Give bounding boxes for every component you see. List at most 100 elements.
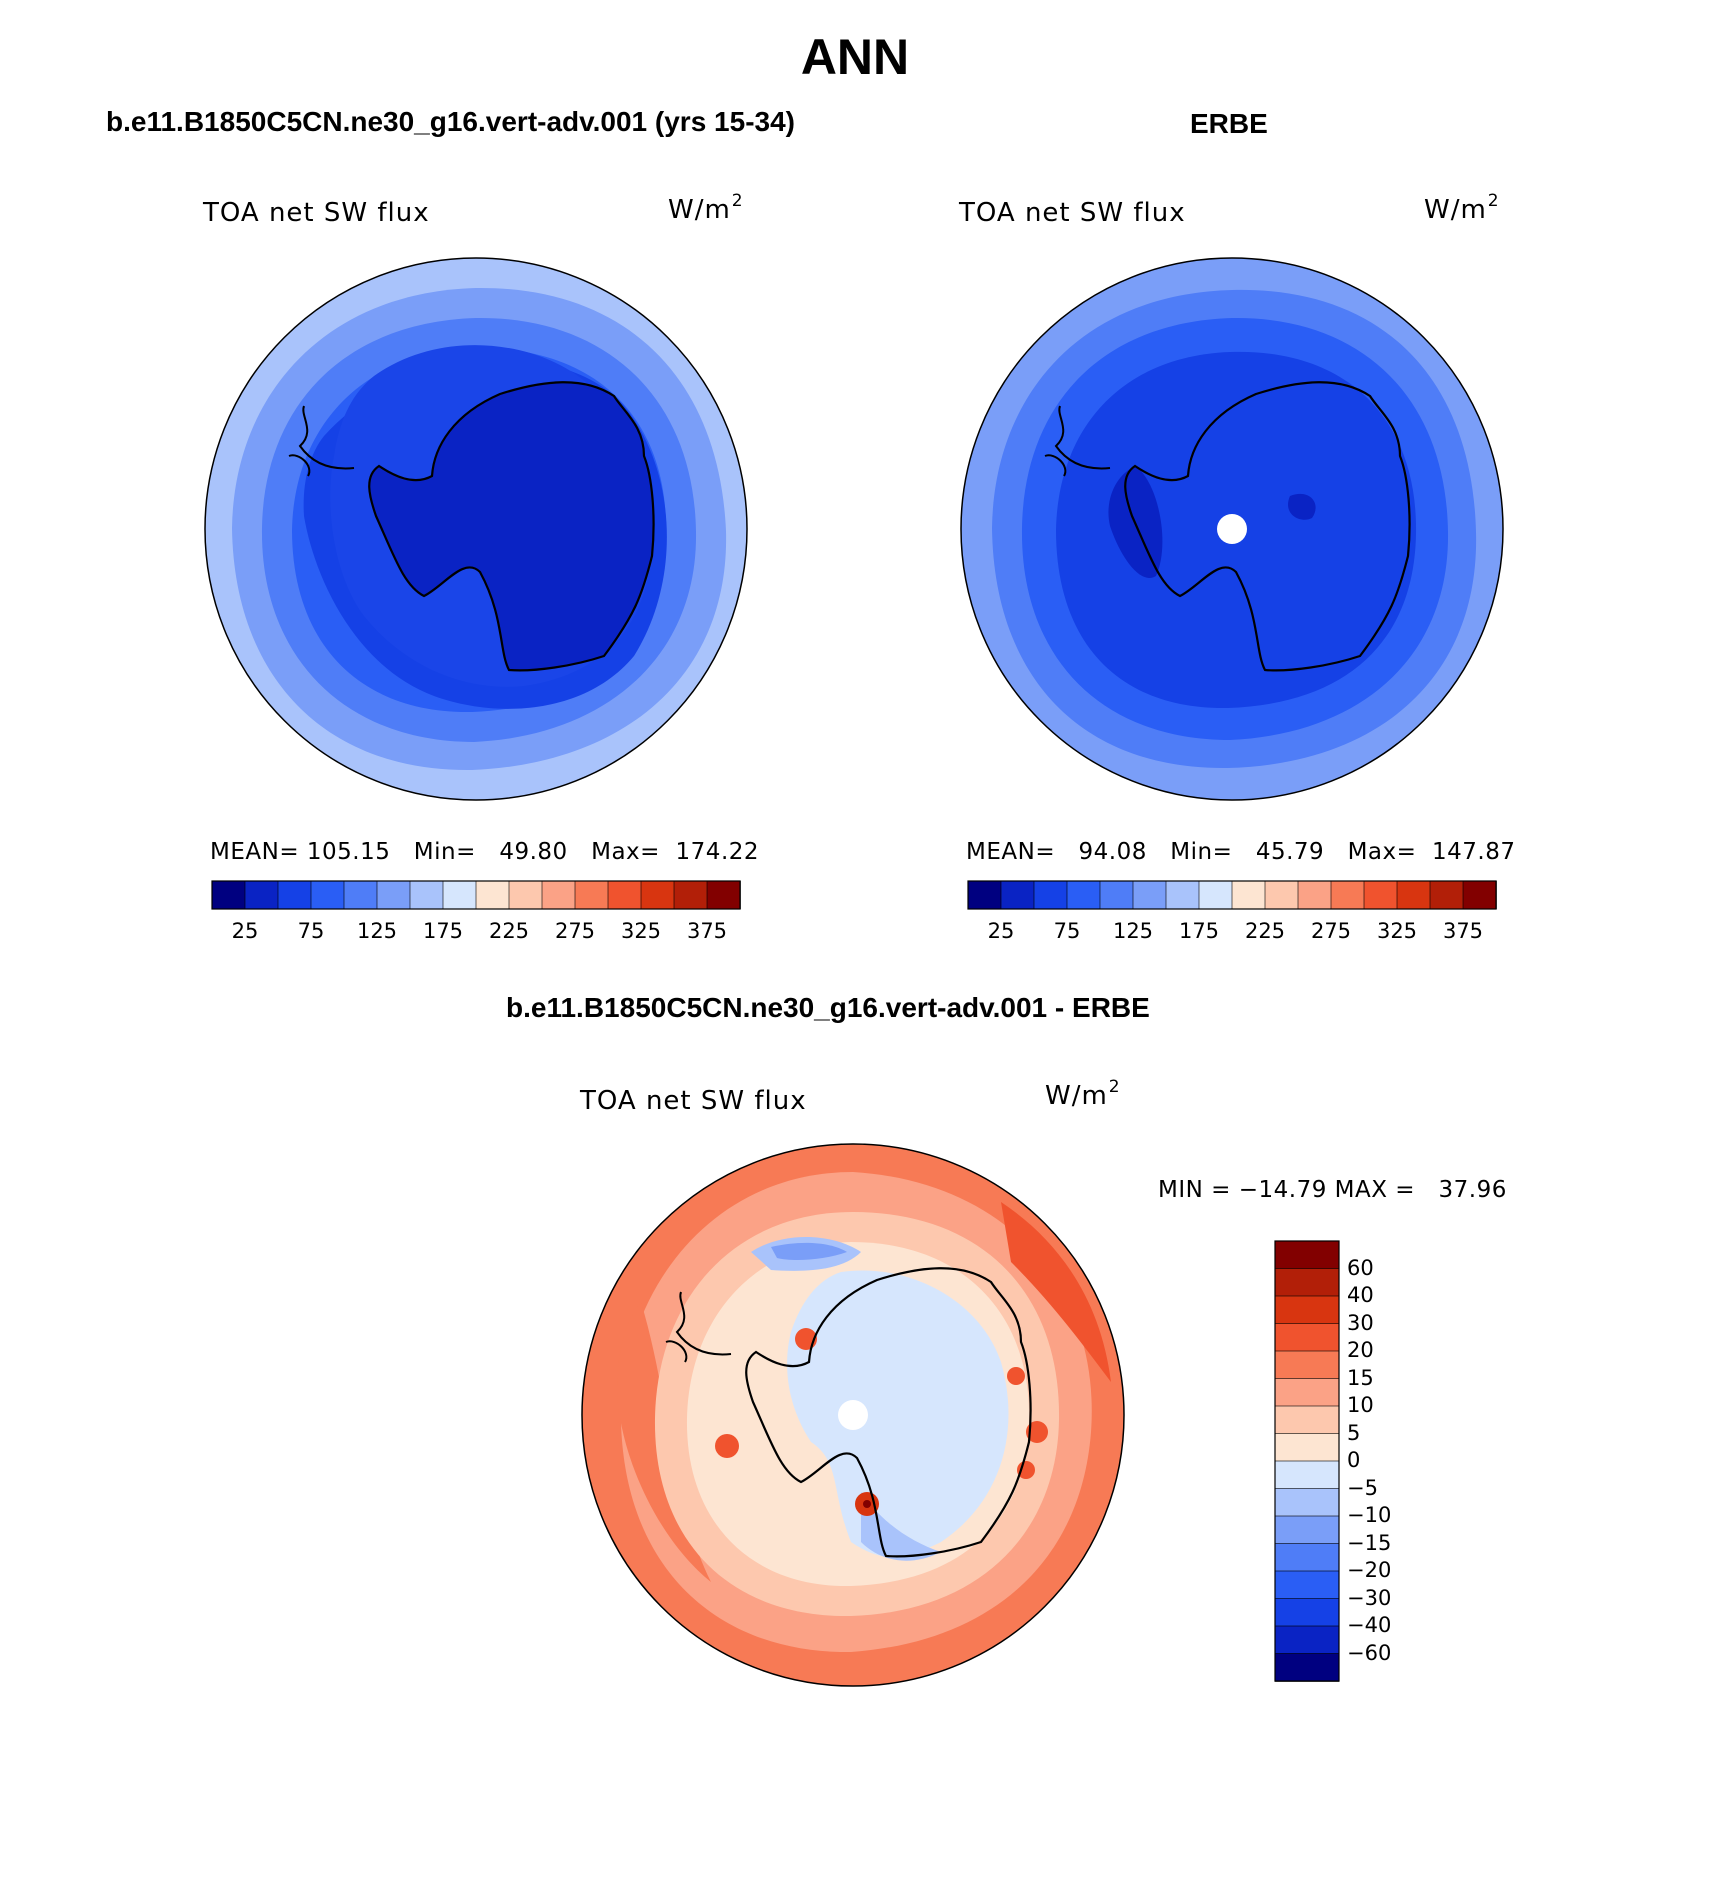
model-colorbar (211, 880, 741, 910)
model-colorbar-box (244, 880, 279, 910)
obs-panel-title: ERBE (1190, 108, 1268, 139)
diff-colorbar-box (1274, 1488, 1340, 1517)
model-colorbar-tick-label: 125 (356, 919, 398, 943)
diff-colorbar-tick-label: −30 (1347, 1585, 1392, 1610)
obs-colorbar-tick-label: 275 (1310, 919, 1352, 943)
model-colorbar-box (673, 880, 708, 910)
model-colorbar-box (442, 880, 477, 910)
diff-colorbar-box (1274, 1268, 1340, 1297)
diff-colorbar-box (1274, 1350, 1340, 1380)
model-colorbar-box (343, 880, 378, 910)
model-colorbar-box (574, 880, 609, 910)
obs-variable-label: TOA net SW flux (959, 198, 1186, 228)
diff-colorbar-box (1274, 1543, 1340, 1572)
diff-colorbar-box (1274, 1625, 1340, 1655)
obs-stats: MEAN= 94.08 Min= 45.79 Max= 147.87 (966, 839, 1516, 865)
obs-polar-map (960, 257, 1504, 801)
model-colorbar-tick-label: 375 (686, 919, 728, 943)
model-stats: MEAN= 105.15 Min= 49.80 Max= 174.22 (210, 839, 760, 865)
obs-colorbar-tick-label: 125 (1112, 919, 1154, 943)
diff-colorbar-tick-label: 40 (1347, 1283, 1374, 1307)
diff-colorbar-tick-label: 15 (1347, 1365, 1374, 1390)
model-coastline (368, 381, 655, 672)
obs-colorbar-box (1165, 880, 1200, 910)
obs-colorbar (967, 880, 1497, 910)
diff-colorbar (1274, 1240, 1340, 1682)
diff-colorbar-box (1274, 1405, 1340, 1435)
diff-stats: MIN = −14.79 MAX = 37.96 (1158, 1177, 1507, 1203)
diff-polar-map (581, 1143, 1125, 1687)
obs-colorbar-tick-label: 375 (1442, 919, 1484, 943)
diff-colorbar-box (1274, 1240, 1340, 1270)
obs-colorbar-tick-label: 325 (1376, 919, 1418, 943)
obs-colorbar-tick-label: 225 (1244, 919, 1286, 943)
obs-coastline (1124, 381, 1411, 672)
diff-colorbar-tick-label: −60 (1347, 1640, 1392, 1665)
obs-colorbar-tick-label: 25 (987, 919, 1015, 943)
obs-colorbar-box (1099, 880, 1134, 910)
diff-units-label: W/m2 (1045, 1077, 1121, 1111)
model-colorbar-box (409, 880, 444, 910)
model-units-label: W/m2 (668, 191, 744, 225)
diff-colorbar-tick-label: −20 (1347, 1558, 1392, 1582)
obs-colorbar-box (1462, 880, 1497, 910)
diff-coastline (745, 1267, 1032, 1558)
diff-colorbar-box (1274, 1598, 1340, 1627)
model-colorbar-box (706, 880, 741, 910)
diff-pole-hole (838, 1400, 868, 1430)
model-polar-map (204, 257, 748, 801)
obs-colorbar-box (1396, 880, 1431, 910)
model-variable-label: TOA net SW flux (203, 198, 430, 228)
model-colorbar-box (508, 880, 543, 910)
obs-colorbar-box (1231, 880, 1266, 910)
diff-colorbar-box (1274, 1295, 1340, 1325)
model-colorbar-tick-label: 25 (231, 919, 259, 943)
model-colorbar-tick-label: 175 (422, 919, 464, 943)
diff-colorbar-tick-label: 10 (1347, 1393, 1374, 1417)
obs-colorbar-tick-label: 75 (1053, 919, 1081, 943)
model-colorbar-tick-label: 225 (488, 919, 530, 943)
obs-colorbar-box (1000, 880, 1035, 910)
obs-colorbar-tick-label: 175 (1178, 919, 1220, 943)
model-colorbar-box (211, 880, 246, 910)
diff-colorbar-tick-label: 0 (1347, 1448, 1361, 1472)
model-colorbar-box (640, 880, 675, 910)
obs-colorbar-box (1264, 880, 1299, 910)
diff-colorbar-box (1274, 1323, 1340, 1352)
obs-colorbar-box (967, 880, 1002, 910)
diff-colorbar-tick-label: 5 (1347, 1420, 1361, 1445)
diff-colorbar-box (1274, 1378, 1340, 1407)
model-colorbar-box (376, 880, 411, 910)
obs-colorbar-box (1297, 880, 1332, 910)
model-colorbar-box (277, 880, 312, 910)
obs-colorbar-box (1198, 880, 1233, 910)
model-colorbar-tick-label: 75 (297, 919, 325, 943)
obs-colorbar-box (1132, 880, 1167, 910)
model-colorbar-box (541, 880, 576, 910)
diff-colorbar-tick-label: 30 (1347, 1310, 1374, 1335)
diff-colorbar-box (1274, 1515, 1340, 1545)
diff-colorbar-box (1274, 1433, 1340, 1462)
diff-colorbar-tick-label: 60 (1347, 1255, 1374, 1280)
diff-colorbar-tick-label: −15 (1347, 1530, 1392, 1555)
diff-panel-title: b.e11.B1850C5CN.ne30_g16.vert-adv.001 - … (506, 992, 1150, 1023)
obs-pole-hole (1217, 514, 1247, 544)
figure-title: ANN (800, 29, 910, 85)
diff-variable-label: TOA net SW flux (580, 1086, 807, 1116)
model-colorbar-box (475, 880, 510, 910)
obs-colorbar-box (1033, 880, 1068, 910)
obs-colorbar-box (1066, 880, 1101, 910)
model-colorbar-tick-label: 325 (620, 919, 662, 943)
diff-colorbar-box (1274, 1653, 1340, 1682)
obs-colorbar-box (1363, 880, 1398, 910)
model-panel-title: b.e11.B1850C5CN.ne30_g16.vert-adv.001 (y… (106, 106, 795, 137)
diff-colorbar-tick-label: −10 (1347, 1503, 1392, 1527)
diff-colorbar-box (1274, 1460, 1340, 1490)
diff-colorbar-tick-label: 20 (1347, 1338, 1374, 1362)
diff-colorbar-tick-label: −5 (1347, 1475, 1378, 1500)
model-colorbar-tick-label: 275 (554, 919, 596, 943)
diff-colorbar-tick-label: −40 (1347, 1613, 1392, 1637)
obs-colorbar-box (1429, 880, 1464, 910)
model-colorbar-box (310, 880, 345, 910)
obs-colorbar-box (1330, 880, 1365, 910)
